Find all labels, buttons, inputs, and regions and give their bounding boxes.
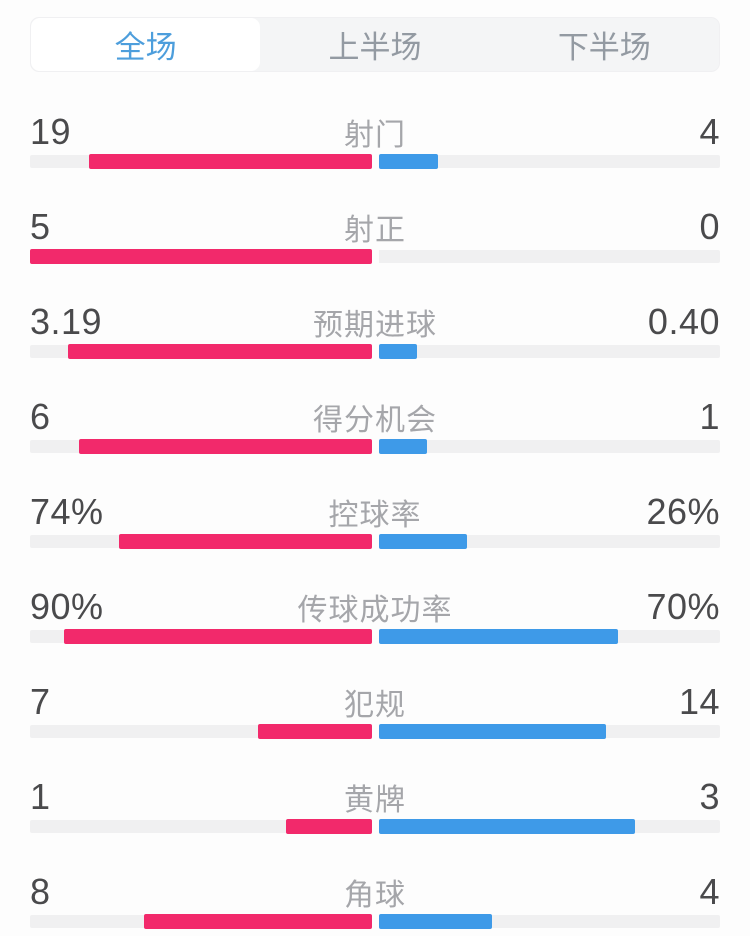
away-bar — [378, 819, 635, 834]
stat-row-fouls: 7 犯规 14 — [30, 681, 720, 777]
away-value: 14 — [678, 681, 720, 722]
away-value: 26% — [646, 491, 720, 532]
stat-row-text: 90% 传球成功率 70% — [30, 586, 720, 627]
stat-bar-track — [30, 819, 720, 834]
stat-row-shots: 19 射门 4 — [30, 111, 720, 207]
away-value: 70% — [646, 586, 720, 627]
home-bar — [286, 819, 372, 834]
away-value: 3 — [699, 776, 720, 817]
bar-center-divider — [371, 819, 379, 834]
stat-row-yellow-cards: 1 黄牌 3 — [30, 776, 720, 872]
stat-row-corners: 8 角球 4 — [30, 871, 720, 936]
stat-bar-track — [30, 629, 720, 644]
away-bar — [378, 344, 417, 359]
stat-bar-track — [30, 249, 720, 264]
match-stats-screen: 全场 上半场 下半场 19 射门 4 5 射正 0 — [0, 17, 750, 936]
away-value: 1 — [699, 396, 720, 437]
stat-row-text: 1 黄牌 3 — [30, 776, 720, 817]
away-bar — [378, 629, 618, 644]
stat-label: 得分机会 — [313, 404, 437, 437]
stat-row-big-chances: 6 得分机会 1 — [30, 396, 720, 492]
period-tabbar: 全场 上半场 下半场 — [30, 17, 720, 72]
home-value: 8 — [30, 871, 51, 912]
home-value: 7 — [30, 681, 51, 722]
away-value: 0 — [699, 206, 720, 247]
tab-first-half[interactable]: 上半场 — [260, 18, 489, 71]
home-bar — [143, 914, 372, 929]
stat-row-shots-on-target: 5 射正 0 — [30, 206, 720, 302]
home-bar — [89, 154, 372, 169]
bar-center-divider — [371, 534, 379, 549]
bar-center-divider — [371, 249, 379, 264]
stat-row-expected-goals: 3.19 预期进球 0.40 — [30, 301, 720, 397]
tab-label: 下半场 — [557, 30, 651, 65]
stat-label: 预期进球 — [313, 309, 437, 342]
away-value: 0.40 — [647, 301, 720, 342]
stat-label: 黄牌 — [344, 784, 406, 817]
home-value: 3.19 — [30, 301, 103, 342]
stat-label: 传球成功率 — [297, 594, 453, 627]
away-value: 4 — [699, 871, 720, 912]
stat-bar-track — [30, 154, 720, 169]
stat-bar-track — [30, 724, 720, 739]
stat-row-text: 6 得分机会 1 — [30, 396, 720, 437]
stat-row-text: 3.19 预期进球 0.40 — [30, 301, 720, 342]
home-bar — [30, 249, 372, 264]
stats-list: 19 射门 4 5 射正 0 3.19 预期进球 0.40 — [30, 111, 720, 936]
stat-bar-track — [30, 534, 720, 549]
stat-label: 射正 — [344, 214, 406, 247]
stat-bar-track — [30, 344, 720, 359]
home-value: 5 — [30, 206, 51, 247]
stat-row-possession: 74% 控球率 26% — [30, 491, 720, 587]
tab-full[interactable]: 全场 — [31, 18, 261, 71]
away-bar — [378, 439, 428, 454]
bar-center-divider — [371, 724, 379, 739]
stat-row-text: 7 犯规 14 — [30, 681, 720, 722]
home-bar — [118, 534, 372, 549]
stat-label: 角球 — [344, 879, 406, 912]
stat-label: 射门 — [344, 119, 406, 152]
bar-center-divider — [371, 344, 379, 359]
away-bar — [378, 534, 468, 549]
home-bar — [257, 724, 372, 739]
tab-second-half[interactable]: 下半场 — [490, 18, 719, 71]
away-bar — [378, 914, 493, 929]
away-bar — [378, 724, 607, 739]
stat-row-pass-success: 90% 传球成功率 70% — [30, 586, 720, 682]
home-value: 90% — [30, 586, 104, 627]
home-value: 74% — [30, 491, 104, 532]
home-value: 6 — [30, 396, 51, 437]
stat-row-text: 74% 控球率 26% — [30, 491, 720, 532]
bar-center-divider — [371, 439, 379, 454]
stat-label: 控球率 — [328, 499, 422, 532]
stat-row-text: 8 角球 4 — [30, 871, 720, 912]
stat-bar-track — [30, 914, 720, 929]
stat-label: 犯规 — [344, 689, 406, 722]
away-value: 4 — [699, 111, 720, 152]
stat-row-text: 5 射正 0 — [30, 206, 720, 247]
bar-center-divider — [371, 629, 379, 644]
tab-label: 上半场 — [328, 30, 422, 65]
home-bar — [64, 629, 372, 644]
home-bar — [78, 439, 372, 454]
tab-label: 全场 — [114, 30, 177, 65]
home-bar — [68, 344, 372, 359]
bar-center-divider — [371, 914, 379, 929]
home-value: 1 — [30, 776, 51, 817]
stat-bar-track — [30, 439, 720, 454]
home-value: 19 — [30, 111, 72, 152]
away-bar — [378, 154, 438, 169]
stat-row-text: 19 射门 4 — [30, 111, 720, 152]
bar-center-divider — [371, 154, 379, 169]
